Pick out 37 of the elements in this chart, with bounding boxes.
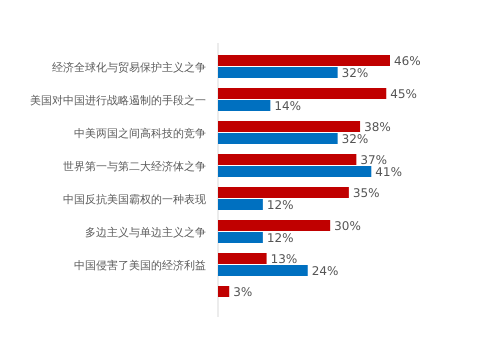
data-label: 12% [266, 198, 294, 212]
y-tick-label: 经济全球化与贸易保护主义之争 [52, 61, 206, 74]
bar [218, 253, 267, 264]
bar [218, 88, 386, 99]
bar [218, 55, 390, 66]
y-tick-label: 世界第一与第二大经济体之争 [63, 160, 206, 173]
bar [218, 100, 270, 111]
bar [218, 286, 230, 297]
bar [218, 232, 263, 243]
data-label: 32% [342, 132, 368, 146]
data-label: 32% [342, 66, 368, 80]
bar [218, 166, 372, 177]
data-label: 13% [270, 252, 298, 266]
data-label: 38% [364, 120, 391, 134]
y-tick-label: 中国侵害了美国的经济利益 [74, 259, 206, 272]
data-label: 35% [352, 186, 380, 200]
y-tick-label: 中国反抗美国霸权的一种表现 [63, 193, 206, 206]
bar [218, 67, 338, 78]
data-label: 12% [266, 231, 294, 245]
data-label: 37% [360, 153, 388, 167]
data-label: 3% [233, 285, 252, 299]
data-label: 14% [274, 99, 302, 113]
bar [218, 220, 330, 231]
bar [218, 265, 308, 276]
bar [218, 187, 349, 198]
data-label: 30% [334, 219, 361, 233]
data-label: 46% [394, 54, 421, 68]
y-tick-label: 中美两国之间高科技的竞争 [74, 127, 206, 140]
data-label: 45% [390, 87, 417, 101]
y-tick-label: 多边主义与单边主义之争 [85, 226, 206, 239]
y-tick-label: 美国对中国进行战略遏制的手段之一 [30, 94, 206, 107]
bar [218, 154, 356, 165]
data-label: 41% [375, 165, 402, 179]
bar [218, 121, 360, 132]
data-label: 24% [312, 264, 338, 278]
bar [218, 133, 338, 144]
bar [218, 199, 263, 210]
